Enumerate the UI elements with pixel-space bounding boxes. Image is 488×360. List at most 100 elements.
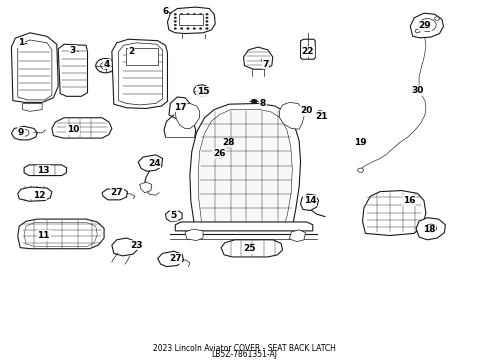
Polygon shape: [289, 230, 305, 242]
Polygon shape: [175, 222, 312, 231]
Circle shape: [199, 28, 202, 30]
Circle shape: [96, 59, 115, 73]
Circle shape: [318, 112, 321, 114]
Circle shape: [186, 13, 189, 15]
Text: 10: 10: [66, 125, 79, 134]
Circle shape: [193, 24, 195, 26]
Text: 5: 5: [170, 211, 177, 220]
Text: 21: 21: [315, 112, 327, 121]
Text: LB5Z-7861351-AJ: LB5Z-7861351-AJ: [211, 350, 277, 359]
Circle shape: [412, 86, 421, 93]
Text: 29: 29: [418, 21, 430, 30]
Circle shape: [304, 107, 306, 109]
Text: 11: 11: [37, 231, 50, 240]
Polygon shape: [221, 240, 282, 257]
Polygon shape: [362, 190, 425, 235]
Circle shape: [205, 28, 208, 30]
Circle shape: [418, 18, 435, 31]
Text: 27: 27: [110, 188, 123, 197]
Circle shape: [434, 17, 439, 20]
Circle shape: [174, 28, 176, 30]
Circle shape: [316, 111, 323, 116]
Polygon shape: [11, 126, 37, 140]
Text: 3: 3: [70, 46, 76, 55]
Circle shape: [101, 62, 110, 69]
Circle shape: [186, 24, 189, 26]
Text: 14: 14: [304, 196, 316, 205]
Polygon shape: [158, 251, 183, 266]
Polygon shape: [18, 40, 52, 100]
Text: 23: 23: [130, 240, 142, 249]
Polygon shape: [102, 188, 127, 200]
Text: 1: 1: [18, 38, 24, 47]
Circle shape: [205, 24, 208, 26]
Circle shape: [205, 21, 208, 22]
Text: 22: 22: [301, 47, 313, 56]
Circle shape: [302, 105, 308, 110]
Circle shape: [193, 17, 195, 19]
Text: 17: 17: [173, 103, 186, 112]
Text: 15: 15: [196, 87, 209, 96]
Circle shape: [423, 22, 430, 28]
Polygon shape: [119, 43, 162, 105]
Polygon shape: [189, 103, 300, 227]
Circle shape: [199, 21, 202, 22]
Circle shape: [174, 24, 176, 26]
Bar: [178, 14, 203, 25]
Text: 20: 20: [300, 106, 312, 115]
Polygon shape: [279, 102, 304, 129]
Circle shape: [199, 24, 202, 26]
Polygon shape: [243, 47, 272, 69]
Circle shape: [224, 141, 233, 148]
Circle shape: [180, 17, 183, 19]
Text: 13: 13: [37, 166, 50, 175]
Text: 4: 4: [103, 60, 110, 69]
Circle shape: [180, 28, 183, 30]
Polygon shape: [11, 33, 58, 102]
Circle shape: [193, 85, 209, 96]
Circle shape: [180, 21, 183, 22]
Text: 28: 28: [222, 138, 235, 147]
Circle shape: [180, 13, 183, 15]
Circle shape: [251, 99, 257, 103]
Circle shape: [357, 168, 363, 172]
Circle shape: [170, 213, 177, 218]
Circle shape: [415, 88, 419, 91]
Polygon shape: [184, 229, 203, 240]
Circle shape: [213, 150, 224, 158]
Text: 24: 24: [148, 158, 160, 167]
Polygon shape: [24, 165, 66, 176]
Polygon shape: [300, 194, 318, 211]
Text: 30: 30: [410, 86, 423, 95]
Polygon shape: [18, 187, 52, 201]
Text: 7: 7: [262, 60, 268, 69]
Polygon shape: [167, 7, 215, 33]
Circle shape: [19, 129, 29, 136]
Circle shape: [227, 143, 229, 145]
Polygon shape: [168, 97, 189, 119]
Polygon shape: [112, 238, 138, 256]
Circle shape: [197, 88, 205, 94]
Text: 9: 9: [18, 127, 24, 136]
Polygon shape: [198, 109, 292, 225]
Text: 19: 19: [353, 138, 366, 147]
Circle shape: [193, 28, 195, 30]
Text: 25: 25: [243, 244, 255, 253]
Bar: [126, 48, 158, 65]
Polygon shape: [175, 103, 199, 129]
Circle shape: [186, 28, 189, 30]
Circle shape: [199, 13, 202, 15]
Polygon shape: [22, 103, 42, 111]
Circle shape: [174, 17, 176, 19]
Polygon shape: [58, 44, 87, 96]
Polygon shape: [300, 39, 315, 59]
Circle shape: [424, 224, 436, 233]
Polygon shape: [165, 211, 182, 221]
Polygon shape: [409, 13, 443, 38]
Text: 26: 26: [212, 149, 225, 158]
Circle shape: [205, 13, 208, 15]
Circle shape: [226, 142, 231, 146]
Text: 12: 12: [33, 191, 46, 200]
Text: 16: 16: [402, 196, 415, 205]
Text: 2023 Lincoln Aviator COVER - SEAT BACK LATCH: 2023 Lincoln Aviator COVER - SEAT BACK L…: [153, 344, 335, 353]
